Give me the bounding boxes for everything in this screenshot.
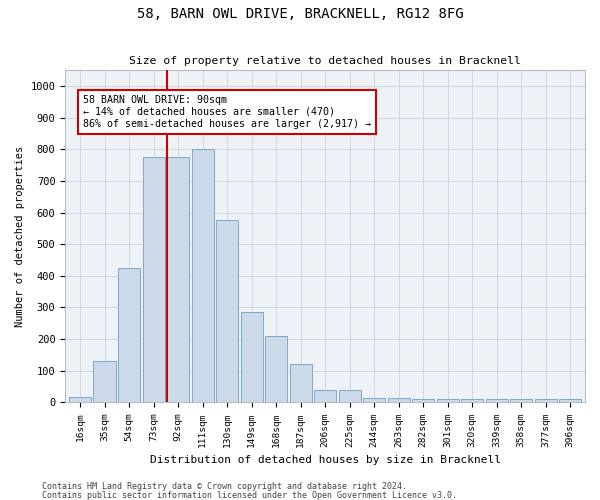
Bar: [461, 400, 483, 402]
Bar: [167, 157, 189, 402]
Bar: [412, 398, 434, 402]
Text: 58, BARN OWL DRIVE, BRACKNELL, RG12 8FG: 58, BARN OWL DRIVE, BRACKNELL, RG12 8FG: [137, 8, 463, 22]
Bar: [314, 390, 336, 402]
Bar: [118, 268, 140, 402]
Bar: [94, 362, 116, 403]
Bar: [143, 157, 164, 402]
Title: Size of property relative to detached houses in Bracknell: Size of property relative to detached ho…: [129, 56, 521, 66]
Text: Contains public sector information licensed under the Open Government Licence v3: Contains public sector information licen…: [42, 490, 457, 500]
Text: Contains HM Land Registry data © Crown copyright and database right 2024.: Contains HM Land Registry data © Crown c…: [42, 482, 407, 491]
X-axis label: Distribution of detached houses by size in Bracknell: Distribution of detached houses by size …: [149, 455, 500, 465]
Bar: [559, 400, 581, 402]
Bar: [265, 336, 287, 402]
Bar: [363, 398, 385, 402]
Bar: [241, 312, 263, 402]
Y-axis label: Number of detached properties: Number of detached properties: [15, 146, 25, 327]
Bar: [486, 400, 508, 402]
Bar: [290, 364, 311, 403]
Bar: [437, 400, 459, 402]
Bar: [338, 390, 361, 402]
Bar: [535, 400, 557, 402]
Bar: [191, 149, 214, 403]
Bar: [69, 396, 91, 402]
Bar: [216, 220, 238, 402]
Bar: [510, 400, 532, 402]
Bar: [388, 398, 410, 402]
Text: 58 BARN OWL DRIVE: 90sqm
← 14% of detached houses are smaller (470)
86% of semi-: 58 BARN OWL DRIVE: 90sqm ← 14% of detach…: [83, 96, 371, 128]
